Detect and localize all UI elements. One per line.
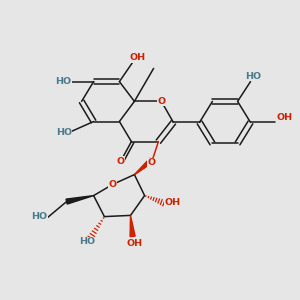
Polygon shape: [130, 215, 135, 237]
Polygon shape: [134, 158, 153, 175]
Polygon shape: [66, 196, 94, 204]
Text: HO: HO: [31, 212, 47, 221]
Text: HO: HO: [55, 77, 71, 86]
Text: OH: OH: [277, 112, 293, 122]
Text: O: O: [157, 97, 166, 106]
Text: O: O: [108, 180, 117, 189]
Text: HO: HO: [56, 128, 72, 137]
Text: O: O: [116, 157, 125, 166]
Text: HO: HO: [79, 237, 95, 246]
Text: OH: OH: [127, 238, 143, 247]
Text: HO: HO: [245, 72, 261, 81]
Text: OH: OH: [164, 198, 180, 207]
Text: O: O: [147, 158, 156, 167]
Text: OH: OH: [129, 53, 145, 62]
